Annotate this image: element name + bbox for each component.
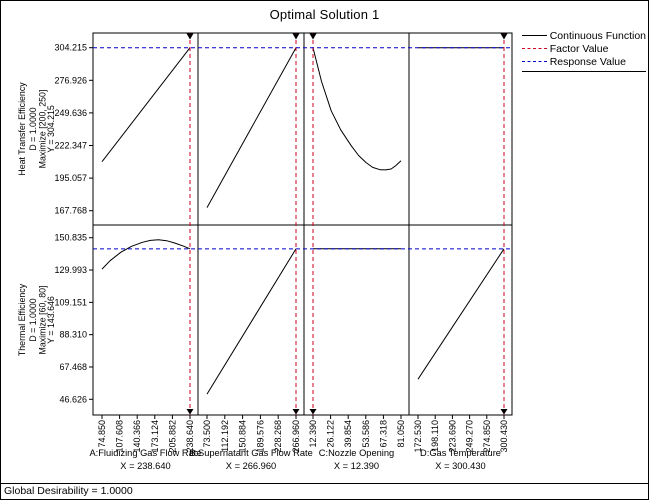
legend-label: Continuous Function [549, 29, 646, 42]
y-tick-label: 304.215 [54, 43, 87, 53]
continuous-function-curve [206, 248, 297, 395]
x-tick-label: 12.390 [308, 420, 318, 448]
y-tick-label: 129.993 [54, 265, 87, 275]
legend-item-response-value: Response Value [521, 55, 646, 68]
plot-area: 304.215 276.926 249.636 222.347 195.057 167.7… [17, 32, 513, 471]
x-tick-label: 205.882 [167, 420, 177, 453]
x-tick-label: 81.050 [396, 420, 406, 448]
response-axis-label: Maximize [200, 250] [38, 90, 48, 169]
factor-marker-top [292, 33, 300, 40]
factor-value-label: X = 238.640 [120, 461, 170, 471]
x-tick-label: 74.850 [97, 420, 107, 448]
continuous-function-line-sample [521, 35, 547, 36]
factor-value-label: X = 12.390 [334, 461, 379, 471]
response-axis-label: D = 1.0000 [28, 298, 38, 341]
factor-value-label: X = 266.960 [226, 461, 276, 471]
factor-marker-top [186, 33, 194, 40]
x-tick-label: 150.884 [238, 420, 248, 453]
y-tick-label: 67.468 [59, 362, 87, 372]
y-tick-label: 167.768 [54, 206, 87, 216]
x-tick-label: 107.608 [115, 420, 125, 453]
x-tick-label: 189.576 [255, 420, 265, 453]
y-tick-label: 222.347 [54, 141, 87, 151]
x-tick-label: 73.500 [202, 420, 212, 448]
response-axis-label: Thermal Efficiency [17, 283, 27, 356]
y-tick-label: 88.310 [59, 330, 87, 340]
continuous-function-curve [312, 47, 402, 171]
x-tick-label: 198.110 [430, 420, 440, 452]
legend-label: Response Value [549, 55, 626, 68]
response-value-line-sample [521, 61, 547, 62]
factor-value-line-sample [521, 48, 547, 49]
factor-marker-top [309, 33, 317, 40]
y-tick-label: 276.926 [54, 75, 87, 85]
factor-marker-top [500, 33, 508, 40]
x-tick-label: 39.854 [343, 420, 353, 448]
factor-value-label: X = 300.430 [435, 461, 485, 471]
x-tick-label: 67.318 [378, 420, 388, 448]
x-tick-label: 238.640 [185, 420, 195, 453]
x-tick-label: 53.586 [361, 420, 371, 448]
legend-item-factor-value: Factor Value [521, 42, 646, 55]
x-tick-label: 266.960 [291, 420, 301, 453]
response-axis-label: Heat Transfer Efficiency [17, 82, 27, 176]
y-tick-label: 195.057 [54, 173, 87, 183]
x-tick-label: 173.124 [150, 420, 160, 453]
factor-axis-label: A:Fluidizing Gas Flow Rate [89, 448, 201, 458]
x-tick-label: 249.270 [465, 420, 475, 453]
response-axis-label: Y = 143.646 [46, 296, 56, 344]
plot-border [92, 32, 513, 416]
legend-item-continuous-function: Continuous Function [521, 29, 646, 42]
continuous-function-curve [101, 47, 191, 163]
y-tick-label: 109.151 [54, 297, 87, 307]
legend-label: Factor Value [549, 42, 609, 55]
factor-axis-label: D:Gas Temperature [420, 448, 501, 458]
y-tick-label: 46.626 [59, 394, 87, 404]
response-axis-label: D = 1.0000 [28, 107, 38, 150]
y-tick-label: 150.835 [54, 233, 87, 243]
chart-title: Optimal Solution 1 [269, 7, 380, 22]
y-tick-label: 249.636 [54, 108, 87, 118]
continuous-function-curve [206, 47, 297, 208]
x-tick-label: 228.268 [273, 420, 283, 453]
x-tick-label: 223.690 [447, 420, 457, 453]
continuous-function-curve [417, 248, 505, 380]
x-tick-label: 112.192 [220, 420, 230, 452]
x-tick-label: 274.850 [482, 420, 492, 453]
global-desirability-text: Global Desirability = 1.0000 [4, 485, 133, 497]
factor-axis-label: B:Supernatant Gas Flow Rate [189, 448, 313, 458]
factor-marker-bottom [292, 409, 300, 415]
legend: Continuous Function Factor Value Respons… [521, 29, 646, 72]
factor-marker-bottom [186, 409, 194, 415]
x-tick-label: 140.366 [132, 420, 142, 453]
x-tick-label: 26.122 [326, 420, 336, 448]
x-tick-label: 172.530 [413, 420, 423, 453]
x-tick-label: 300.430 [499, 420, 509, 453]
response-axis-label: Y = 304.215 [46, 105, 56, 153]
factor-marker-bottom [309, 409, 317, 415]
response-axis-label: Maximize [60, 80] [38, 286, 48, 355]
status-bar: Global Desirability = 1.0000 [1, 483, 648, 499]
continuous-function-curve [101, 239, 191, 270]
factor-marker-bottom [500, 409, 508, 415]
factor-axis-label: C:Nozzle Opening [319, 448, 394, 458]
